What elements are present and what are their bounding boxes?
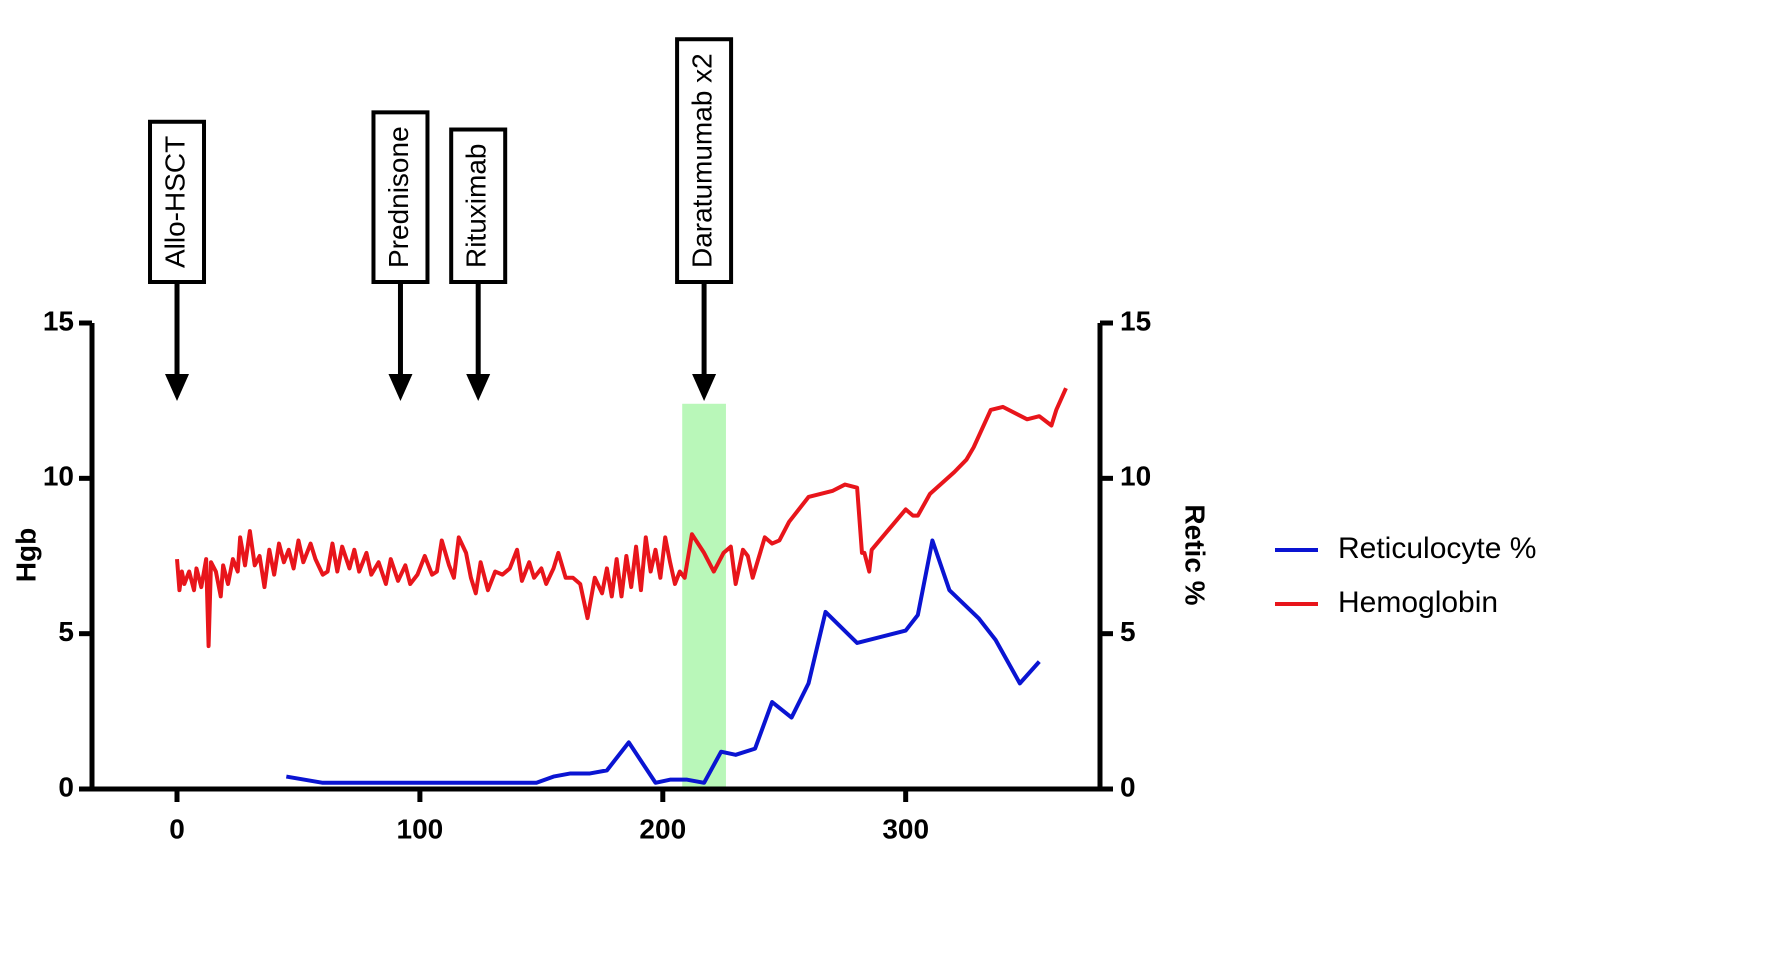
annotation-arrowhead xyxy=(466,374,491,401)
y2-tick-label: 5 xyxy=(1120,616,1136,647)
y-tick-label: 15 xyxy=(43,305,74,336)
y2-axis-label: Retic % xyxy=(1180,504,1211,605)
data-line xyxy=(285,538,1041,785)
legend-label: Hemoglobin xyxy=(1338,586,1498,619)
x-tick-label: 100 xyxy=(397,813,444,844)
y-tick-label: 5 xyxy=(58,616,74,647)
annotation-arrowhead xyxy=(692,374,717,401)
y2-tick-label: 10 xyxy=(1120,461,1151,492)
y2-tick-label: 0 xyxy=(1120,771,1136,802)
annotation-box xyxy=(449,127,508,284)
x-tick-label: 200 xyxy=(639,813,686,844)
annotation-arrowhead xyxy=(165,374,190,401)
y-axis-label: Hgb xyxy=(10,528,41,582)
legend-label: Reticulocyte % xyxy=(1338,532,1536,565)
annotation-box xyxy=(675,37,734,284)
annotation-box xyxy=(371,110,430,284)
annotation-label: Rituximab xyxy=(461,144,492,268)
y2-tick-label: 15 xyxy=(1120,305,1151,336)
x-tick-label: 0 xyxy=(169,813,185,844)
annotation-label: Daratumumab x2 xyxy=(686,53,717,268)
annotation-label: Prednisone xyxy=(383,126,414,268)
y-tick-label: 10 xyxy=(43,461,74,492)
highlight-band xyxy=(682,403,726,789)
x-tick-label: 300 xyxy=(882,813,929,844)
annotation-label: Allo-HSCT xyxy=(159,136,190,268)
y-tick-label: 0 xyxy=(58,771,74,802)
annotation-arrowhead xyxy=(388,374,413,401)
data-line xyxy=(175,387,1068,649)
